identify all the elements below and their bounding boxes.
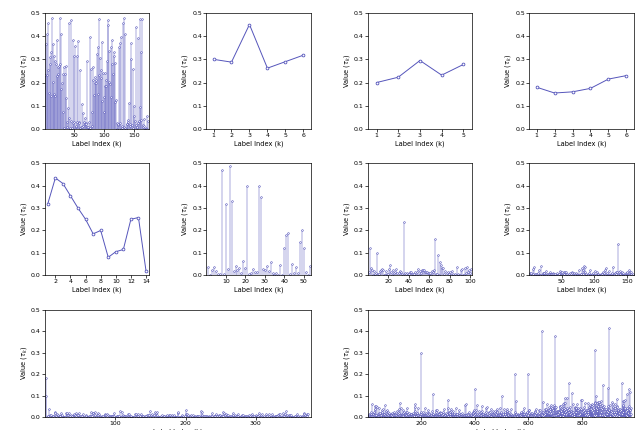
Y-axis label: Value ($\tau_k$): Value ($\tau_k$): [503, 202, 513, 237]
X-axis label: Label Index (k): Label Index (k): [557, 140, 606, 147]
Y-axis label: Value ($\tau_k$): Value ($\tau_k$): [342, 202, 352, 237]
Text: (e)  yeast: (e) yeast: [72, 318, 121, 327]
Text: (f)  enron: (f) enron: [234, 318, 283, 327]
Y-axis label: Value ($\tau_k$): Value ($\tau_k$): [19, 202, 29, 237]
X-axis label: Label Index (k): Label Index (k): [234, 140, 284, 147]
X-axis label: Label Index (k): Label Index (k): [395, 286, 445, 293]
Text: (g)  rcv1-sl: (g) rcv1-sl: [392, 318, 449, 327]
Text: (b)  emotions: (b) emotions: [224, 173, 293, 182]
X-axis label: Label Index (k): Label Index (k): [153, 428, 202, 430]
X-axis label: Label Index (k): Label Index (k): [234, 286, 284, 293]
Y-axis label: Value ($\tau_k$): Value ($\tau_k$): [342, 54, 352, 88]
Y-axis label: Value ($\tau_k$): Value ($\tau_k$): [503, 54, 513, 88]
Y-axis label: Value ($\tau_k$): Value ($\tau_k$): [19, 346, 29, 381]
Y-axis label: Value ($\tau_k$): Value ($\tau_k$): [180, 202, 190, 237]
X-axis label: Label Index (k): Label Index (k): [476, 428, 525, 430]
Text: (a)  CAL500: (a) CAL500: [65, 173, 129, 182]
Text: (c)  image: (c) image: [394, 173, 446, 182]
Y-axis label: Value ($\tau_k$): Value ($\tau_k$): [19, 54, 29, 88]
Y-axis label: Value ($\tau_k$): Value ($\tau_k$): [342, 346, 352, 381]
X-axis label: Label Index (k): Label Index (k): [557, 286, 606, 293]
Y-axis label: Value ($\tau_k$): Value ($\tau_k$): [180, 54, 190, 88]
X-axis label: Label Index (k): Label Index (k): [395, 140, 445, 147]
Text: (d)  scene: (d) scene: [556, 173, 607, 182]
X-axis label: Label Index (k): Label Index (k): [72, 286, 122, 293]
Text: (h)  bibtex: (h) bibtex: [554, 318, 609, 327]
X-axis label: Label Index (k): Label Index (k): [72, 140, 122, 147]
